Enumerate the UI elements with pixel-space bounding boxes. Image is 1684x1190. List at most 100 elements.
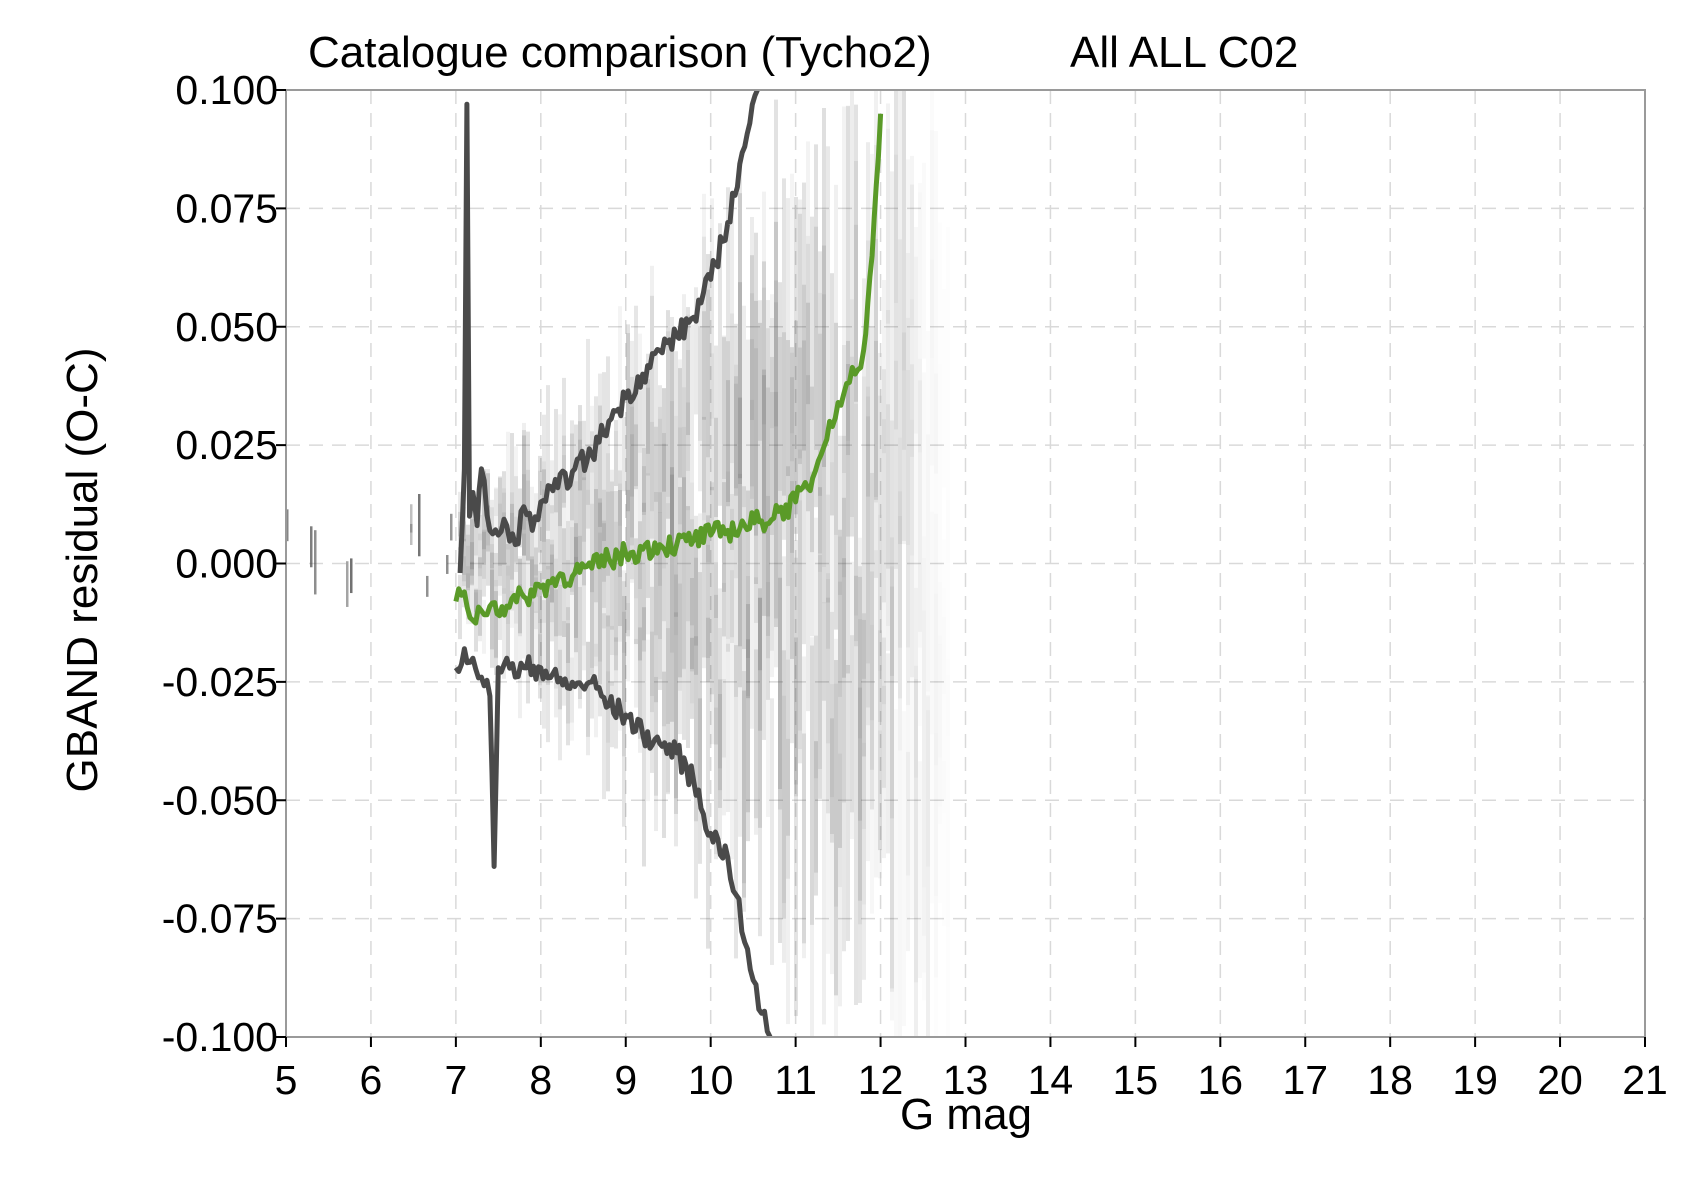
density-cell bbox=[722, 678, 726, 816]
density-cell bbox=[910, 364, 914, 678]
density-cell bbox=[946, 659, 950, 1037]
density-cell bbox=[786, 198, 790, 587]
density-cell bbox=[710, 353, 714, 491]
density-cell bbox=[546, 503, 550, 570]
density-cell bbox=[558, 585, 562, 761]
density-cell bbox=[882, 637, 886, 788]
density-cell bbox=[746, 339, 750, 659]
density-cell bbox=[618, 561, 622, 731]
density-cell bbox=[614, 637, 618, 749]
density-cell bbox=[814, 741, 818, 896]
density-cell bbox=[726, 187, 730, 503]
density-cell bbox=[730, 193, 734, 550]
density-cell bbox=[906, 751, 910, 952]
density-cell bbox=[694, 287, 698, 415]
density-cell bbox=[946, 227, 950, 563]
density-cell bbox=[614, 521, 618, 642]
density-cell bbox=[854, 403, 858, 616]
density-cell bbox=[738, 397, 742, 688]
density-cell bbox=[738, 161, 742, 484]
density-cell bbox=[762, 191, 766, 535]
density-cell bbox=[766, 300, 770, 659]
density-cell bbox=[750, 293, 754, 499]
density-cell bbox=[650, 586, 654, 773]
density-cell bbox=[686, 349, 690, 471]
density-cell bbox=[954, 90, 958, 612]
density-cell bbox=[890, 586, 894, 992]
density-cell bbox=[494, 591, 498, 675]
density-cell bbox=[658, 512, 662, 690]
density-cell bbox=[742, 524, 746, 884]
density-cell bbox=[506, 575, 510, 625]
density-cell bbox=[906, 159, 910, 648]
density-cell bbox=[718, 223, 722, 506]
x-tick-label-14: 14 bbox=[1028, 1057, 1074, 1103]
density-cell bbox=[874, 90, 878, 503]
density-cell bbox=[734, 364, 738, 579]
density-cell bbox=[754, 649, 758, 819]
density-cell bbox=[786, 659, 790, 1025]
density-cell bbox=[826, 146, 830, 603]
density-cell bbox=[826, 578, 830, 954]
density-cell bbox=[602, 372, 606, 541]
density-cell bbox=[478, 557, 482, 636]
density-cell bbox=[514, 542, 518, 624]
y-tick-label--0.075: -0.075 bbox=[162, 896, 278, 942]
density-cell bbox=[694, 557, 698, 646]
density-cell bbox=[902, 90, 906, 541]
density-cell bbox=[622, 570, 626, 653]
y-tick-label-0.075: 0.075 bbox=[175, 185, 278, 231]
density-cell bbox=[698, 513, 702, 791]
density-cell bbox=[878, 395, 882, 851]
density-cell bbox=[470, 519, 474, 586]
density-cell bbox=[954, 675, 958, 927]
density-cell bbox=[566, 481, 570, 621]
density-cell bbox=[666, 503, 670, 793]
density-cell bbox=[870, 153, 874, 564]
density-cell bbox=[802, 733, 806, 944]
density-cell bbox=[846, 340, 850, 537]
density-cell bbox=[798, 213, 802, 465]
density-cell bbox=[730, 313, 734, 464]
density-cell bbox=[854, 104, 858, 402]
density-cell bbox=[578, 421, 582, 575]
density-cell bbox=[666, 628, 670, 724]
density-cell bbox=[854, 224, 858, 647]
density-cell bbox=[566, 607, 570, 663]
density-cell bbox=[526, 431, 530, 561]
density-cell bbox=[538, 634, 542, 686]
density-cell bbox=[778, 577, 782, 944]
density-cell bbox=[830, 684, 834, 975]
density-cell bbox=[542, 461, 546, 584]
density-cell bbox=[658, 492, 662, 640]
density-cell bbox=[286, 509, 289, 542]
density-cell bbox=[638, 390, 642, 590]
density-cell bbox=[598, 532, 602, 662]
density-cell bbox=[466, 573, 470, 620]
density-cell bbox=[758, 588, 762, 731]
density-cell bbox=[750, 399, 754, 729]
density-cell bbox=[862, 743, 866, 905]
density-cell bbox=[742, 671, 746, 912]
density-cell bbox=[650, 265, 654, 512]
density-cell bbox=[822, 108, 826, 467]
density-cell bbox=[858, 537, 862, 739]
density-cell bbox=[678, 359, 682, 525]
density-cell bbox=[806, 243, 810, 405]
density-cell bbox=[498, 526, 502, 577]
density-cell bbox=[534, 547, 538, 597]
density-cell bbox=[506, 431, 510, 550]
density-cell bbox=[562, 621, 566, 706]
density-cell bbox=[462, 556, 466, 587]
density-cell bbox=[782, 650, 786, 919]
density-cell bbox=[870, 472, 874, 810]
density-cell bbox=[686, 307, 690, 436]
density-cell bbox=[622, 416, 626, 492]
density-cell bbox=[570, 420, 574, 595]
density-cell bbox=[750, 339, 754, 487]
density-cell bbox=[526, 508, 530, 595]
density-cell bbox=[806, 235, 810, 405]
density-cell bbox=[634, 638, 638, 708]
density-cell bbox=[646, 353, 650, 454]
density-cell bbox=[770, 356, 774, 535]
